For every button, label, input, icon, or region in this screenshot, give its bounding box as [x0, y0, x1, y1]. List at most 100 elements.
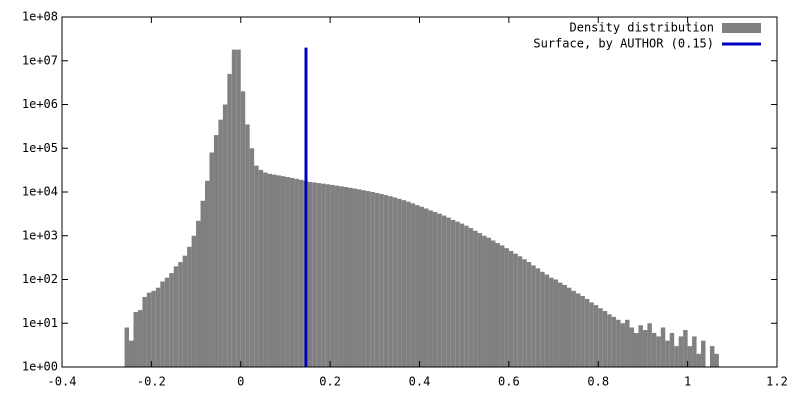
y-tick-label: 1e+00 [22, 360, 58, 374]
histogram-bar [437, 213, 442, 367]
histogram-bar [665, 340, 670, 367]
histogram-bar [151, 290, 156, 367]
histogram-bar [415, 205, 420, 367]
histogram-bar [160, 281, 165, 367]
histogram-bar [321, 183, 326, 367]
histogram-bar [267, 173, 273, 367]
histogram-bar [656, 336, 661, 367]
histogram-bar [142, 296, 147, 367]
histogram-bar [517, 256, 523, 367]
y-tick-label: 1e+01 [22, 316, 58, 330]
histogram-bar [642, 330, 648, 367]
histogram-bar [580, 295, 585, 367]
histogram-bar [499, 245, 505, 367]
histogram-bar [553, 279, 559, 367]
histogram-bar [280, 176, 286, 367]
histogram-bar [486, 237, 491, 367]
histogram-bar [272, 174, 277, 367]
histogram-bar [473, 230, 478, 367]
histogram-bar [325, 184, 331, 367]
histogram-bar [638, 325, 643, 367]
histogram-bar [245, 124, 250, 367]
histogram-bar [397, 198, 402, 367]
histogram-bar [205, 180, 210, 367]
histogram-bar [535, 268, 541, 367]
histogram-bar [240, 91, 246, 367]
y-tick-label: 1e+02 [22, 272, 58, 286]
histogram-bar [231, 49, 237, 368]
histogram-bar [379, 194, 384, 367]
histogram-bar [178, 262, 183, 367]
histogram-bar [593, 305, 599, 367]
y-tick-label: 1e+07 [22, 53, 58, 67]
x-tick-label: 0.6 [498, 375, 520, 389]
histogram-bar [634, 332, 639, 367]
histogram-bar [222, 104, 228, 367]
histogram-bar [263, 172, 268, 367]
histogram-bar [468, 228, 474, 367]
histogram-bar [540, 271, 545, 367]
histogram-bar [307, 181, 313, 367]
x-tick-label: 0 [237, 375, 244, 389]
histogram-bar [450, 219, 456, 367]
histogram-bar [562, 284, 567, 367]
histogram-bar [330, 184, 335, 367]
histogram-bar [625, 319, 630, 367]
legend-swatch [722, 23, 761, 33]
histogram-bar [669, 332, 675, 367]
histogram-bar [423, 208, 429, 367]
histogram-bar [620, 323, 626, 367]
histogram-bar [441, 215, 447, 367]
histogram-bar [316, 183, 322, 367]
histogram-bar [370, 192, 375, 367]
histogram-bar [651, 332, 657, 367]
histogram-bar [598, 308, 603, 367]
histogram-bar [575, 293, 581, 367]
histogram-bar [254, 165, 259, 367]
histogram-bar [406, 201, 411, 367]
histogram-bar [236, 49, 241, 368]
histogram-bar [504, 248, 509, 367]
histogram-bar [571, 290, 576, 367]
histogram-bar [312, 182, 317, 367]
histogram-bar [428, 210, 433, 367]
histogram-bar [513, 253, 518, 367]
histogram-bar [616, 319, 621, 367]
histogram-bar [459, 223, 465, 367]
y-tick-label: 1e+05 [22, 141, 58, 155]
histogram-bar [388, 196, 393, 367]
x-tick-label: 0.2 [319, 375, 341, 389]
y-tick-label: 1e+06 [22, 97, 58, 111]
histogram-bar [410, 203, 416, 367]
histogram-bar [432, 211, 438, 367]
histogram-bar [701, 340, 706, 367]
histogram-bar [374, 192, 380, 367]
histogram-bar [348, 187, 353, 367]
histogram-bar [164, 277, 170, 367]
histogram-bar [401, 200, 407, 367]
x-tick-label: 0.8 [587, 375, 609, 389]
histogram-bar [182, 255, 188, 367]
histogram-bar [285, 177, 290, 367]
x-tick-label: 1 [684, 375, 691, 389]
x-tick-label: 1.2 [766, 375, 788, 389]
histogram-bar [674, 346, 679, 367]
y-tick-label: 1e+08 [22, 10, 58, 24]
histogram-bar [446, 217, 451, 367]
histogram-bar [709, 346, 715, 367]
histogram-bar [129, 340, 134, 367]
histogram-bar [334, 185, 340, 367]
histogram-bar [477, 233, 483, 367]
x-tick-label: 0.4 [409, 375, 431, 389]
histogram-bar [191, 235, 197, 367]
histogram-bar [294, 178, 299, 367]
histogram-bar [531, 265, 536, 367]
histogram-bar [169, 273, 174, 367]
histogram-bar [155, 287, 161, 367]
histogram-bar [602, 311, 608, 367]
histogram-bar [683, 330, 688, 367]
histogram-bar [209, 152, 214, 367]
x-tick-label: -0.2 [137, 375, 166, 389]
histogram-bar [173, 266, 179, 367]
